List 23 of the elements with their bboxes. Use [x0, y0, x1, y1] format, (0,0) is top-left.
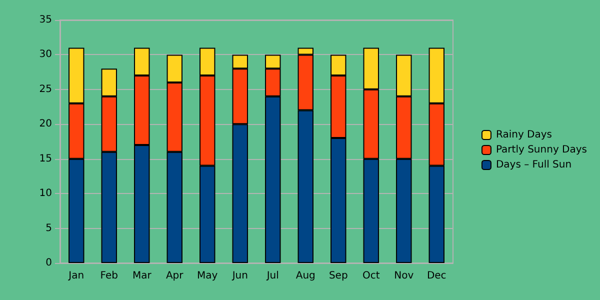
x-tick-label: Jun — [231, 270, 248, 282]
y-tick-label: 5 — [46, 222, 52, 234]
x-tick-label: Mar — [132, 270, 152, 282]
y-tick-label: 0 — [46, 258, 52, 268]
x-tick-label: Feb — [100, 270, 118, 282]
x-tick-label: May — [197, 270, 218, 282]
x-tick-label: Jan — [68, 270, 84, 282]
x-tick-label: Aug — [296, 270, 316, 282]
y-tick-label: 10 — [39, 188, 52, 200]
y-tick-label: 20 — [39, 118, 52, 130]
x-tick-label: Sep — [328, 270, 348, 282]
legend-label: Days – Full Sun — [496, 160, 572, 170]
y-tick-label: 25 — [39, 84, 52, 95]
x-tick-label: Nov — [394, 270, 414, 282]
legend-label: Rainy Days — [496, 130, 552, 140]
x-tick-label: Apr — [166, 270, 184, 282]
x-tick-label: Dec — [426, 270, 446, 282]
y-tick-label: 30 — [39, 49, 52, 60]
x-tick-label: Oct — [362, 270, 380, 282]
y-tick-label: 35 — [39, 14, 52, 26]
x-tick-label: Jul — [266, 270, 279, 282]
y-tick-label: 15 — [39, 153, 52, 164]
legend-label: Partly Sunny Days — [496, 144, 587, 156]
